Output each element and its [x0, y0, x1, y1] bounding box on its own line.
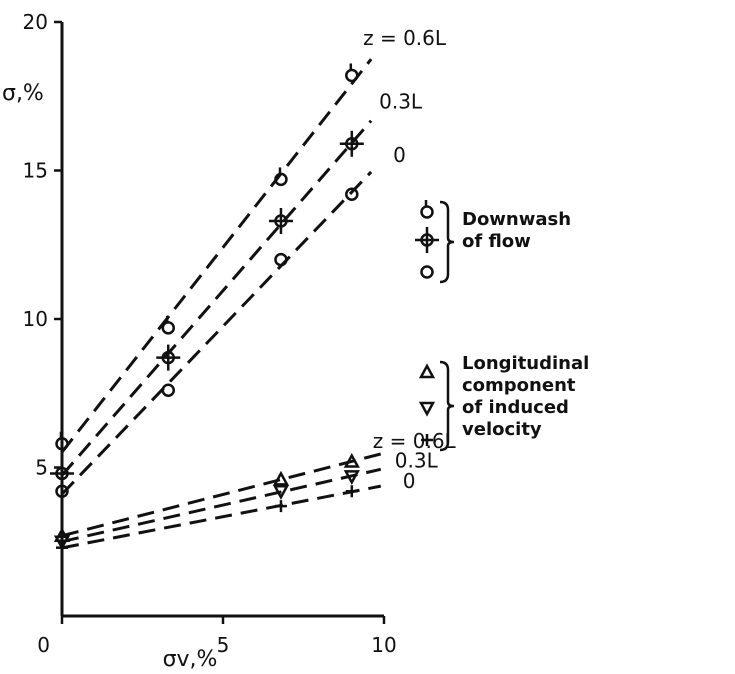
data-point	[274, 500, 287, 513]
data-point	[420, 265, 434, 279]
y-tick-label: 20	[23, 10, 48, 34]
data-point	[345, 187, 359, 202]
x-axis-label: σv,%	[163, 647, 218, 672]
y-tick-label: 10	[23, 307, 48, 331]
data-point	[161, 383, 176, 398]
data-point	[268, 207, 293, 234]
series-line	[60, 119, 373, 477]
data-point	[343, 470, 360, 486]
legend-text: velocity	[462, 419, 542, 440]
point-marker	[161, 321, 176, 335]
x-tick-label: 5	[217, 633, 230, 657]
data-point	[415, 227, 439, 253]
point-marker	[420, 265, 434, 279]
legend-text: Longitudinal	[462, 353, 589, 374]
data-point	[50, 460, 74, 487]
point-marker	[161, 383, 176, 398]
legend-bracket	[439, 360, 455, 452]
data-point	[420, 200, 434, 219]
point-marker	[272, 485, 290, 500]
data-point	[274, 252, 288, 267]
series-label: z = 0.6L	[363, 26, 447, 50]
data-point	[53, 535, 71, 551]
point-marker	[55, 436, 69, 451]
series-line	[61, 484, 382, 550]
series-label: 0.3L	[395, 448, 439, 472]
data-point	[418, 363, 436, 379]
point-marker	[53, 535, 71, 551]
data-point	[55, 431, 69, 451]
point-marker	[274, 172, 288, 187]
data-point	[343, 452, 360, 468]
point-marker	[418, 363, 436, 379]
series-label: 0	[403, 469, 416, 493]
point-marker	[420, 205, 434, 219]
data-point	[345, 485, 358, 498]
series-line	[61, 452, 382, 538]
legend-text: of induced	[462, 397, 569, 418]
axes: 0 5 10 5 10 15 20 σ,% σv,%	[2, 10, 397, 672]
data-point	[418, 401, 436, 417]
legend-text: component	[462, 375, 576, 396]
y-tick-label: 5	[35, 456, 48, 480]
data-point	[274, 167, 288, 187]
legend-text: Downwash	[462, 209, 571, 230]
data-point	[272, 470, 290, 486]
series-label: 0	[393, 143, 406, 167]
x-tick-label: 0	[37, 633, 50, 657]
y-tick-label: 15	[23, 159, 48, 183]
series-layer	[50, 58, 382, 554]
point-marker	[345, 187, 359, 202]
y-axis-label: σ,%	[2, 81, 44, 106]
data-point	[161, 315, 176, 335]
data-point	[345, 63, 359, 83]
point-marker	[272, 470, 290, 486]
data-point	[156, 344, 181, 371]
data-point	[421, 434, 433, 446]
x-tick-label: 10	[371, 633, 396, 657]
point-marker	[274, 252, 288, 267]
series-line	[60, 170, 373, 496]
data-point	[55, 484, 69, 499]
data-point	[56, 541, 68, 554]
point-marker	[343, 470, 360, 486]
point-marker	[418, 401, 436, 417]
series-label: 0.3L	[379, 90, 423, 114]
point-marker	[55, 484, 69, 499]
legend-text: of flow	[462, 231, 531, 252]
series-line	[60, 58, 373, 453]
point-marker	[343, 452, 360, 468]
series-line	[61, 467, 382, 544]
point-marker	[345, 68, 359, 83]
legend-bracket	[439, 200, 455, 284]
data-point	[339, 130, 364, 157]
data-point	[272, 485, 290, 500]
